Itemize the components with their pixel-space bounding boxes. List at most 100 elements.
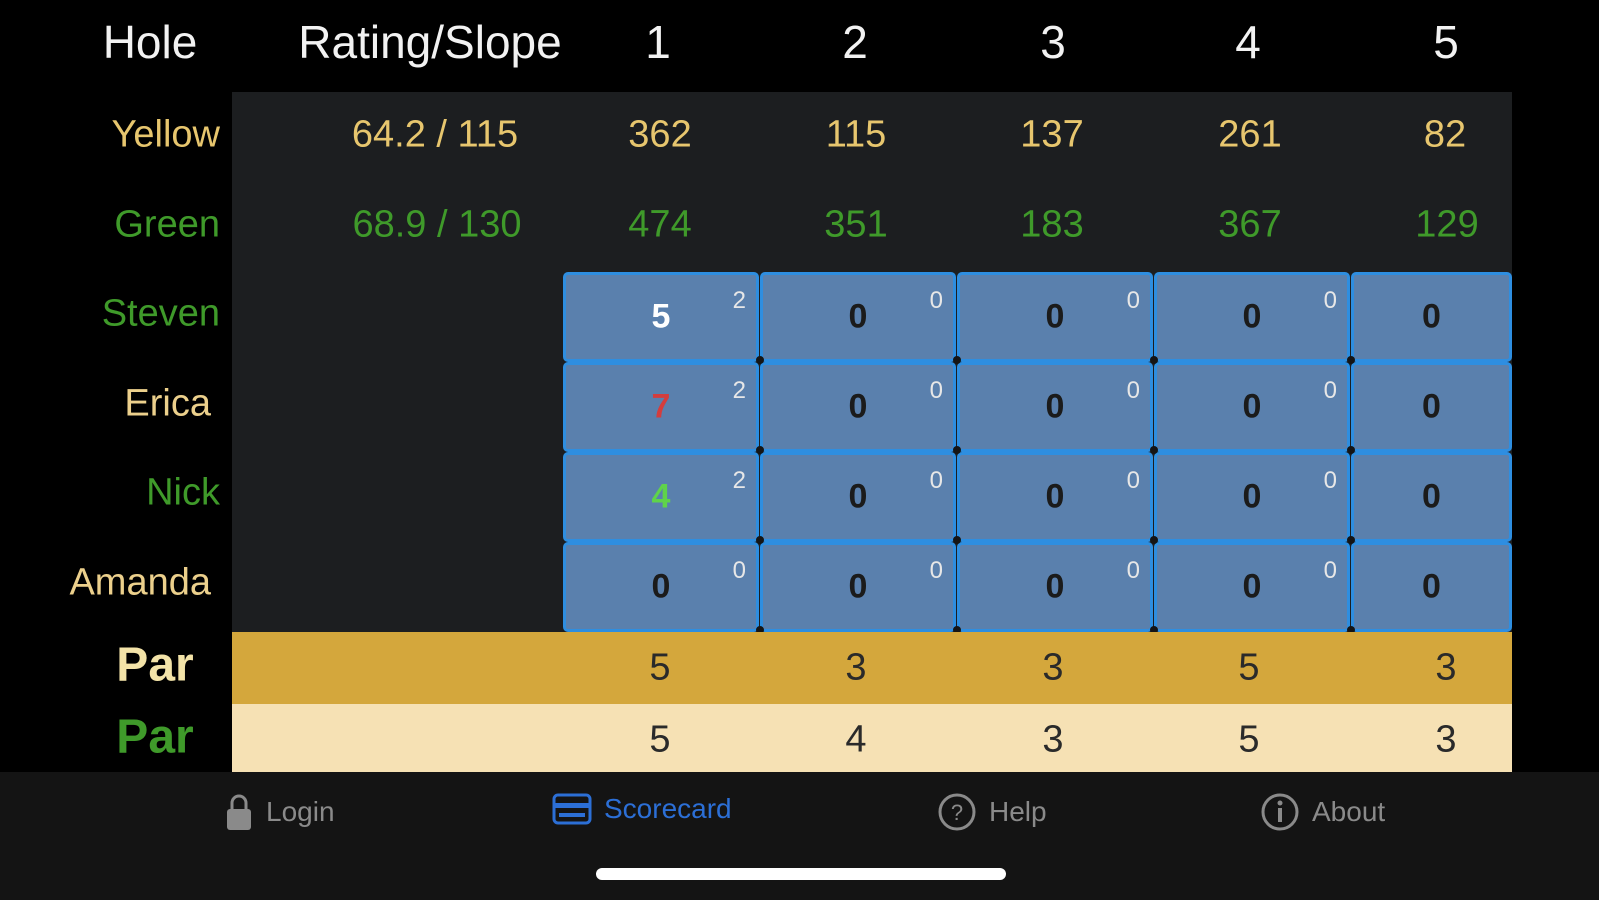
tab-login[interactable]: Login <box>224 792 335 832</box>
score-value: 0 <box>1045 477 1065 516</box>
score-value: 0 <box>1242 297 1262 336</box>
tab-help[interactable]: ? Help <box>937 792 1047 832</box>
strokes-badge: 0 <box>1126 467 1140 494</box>
score-cell[interactable]: 0 <box>1351 272 1512 362</box>
par-value: 3 <box>1435 646 1457 689</box>
tab-label: About <box>1312 796 1386 827</box>
hole-header: Hole <box>102 16 198 68</box>
lock-icon <box>224 792 254 832</box>
score-value: 5 <box>651 297 671 336</box>
help-icon: ? <box>937 792 977 832</box>
grid-joint <box>953 536 961 544</box>
grid-joint <box>953 626 961 634</box>
info-icon <box>1260 792 1300 832</box>
tab-bar: Login Scorecard ? Help About <box>0 772 1599 900</box>
grid-joint <box>953 446 961 454</box>
player-name-erica: Erica <box>124 382 211 425</box>
grid-joint <box>1150 356 1158 364</box>
strokes-badge: 0 <box>1323 287 1337 314</box>
strokes-badge: 2 <box>732 377 746 404</box>
par-label-yellow: Par <box>116 638 194 692</box>
yardage-cell: 137 <box>1020 113 1084 156</box>
grid-joint <box>1150 536 1158 544</box>
par-label-green: Par <box>116 710 194 764</box>
strokes-badge: 0 <box>1126 377 1140 404</box>
yardage-cell: 82 <box>1423 113 1467 156</box>
tee-rating-green: 68.9 / 130 <box>352 203 522 246</box>
scorecard-icon <box>552 792 592 826</box>
home-indicator <box>596 868 1006 880</box>
par-value: 5 <box>649 646 671 689</box>
par-value: 3 <box>1042 718 1064 761</box>
par-value: 5 <box>1238 646 1260 689</box>
score-value: 0 <box>1422 387 1441 426</box>
score-value: 0 <box>848 297 868 336</box>
strokes-badge: 0 <box>1323 557 1337 584</box>
score-value: 0 <box>1045 567 1065 606</box>
strokes-badge: 2 <box>732 287 746 314</box>
svg-text:?: ? <box>951 800 963 825</box>
hole-number-5: 5 <box>1433 16 1459 68</box>
grid-joint <box>1347 356 1355 364</box>
score-value: 0 <box>1422 477 1441 516</box>
grid-joint <box>1150 446 1158 454</box>
yardage-cell: 261 <box>1218 113 1282 156</box>
score-value: 0 <box>848 387 868 426</box>
score-value: 0 <box>651 567 671 606</box>
par-value: 3 <box>1042 646 1064 689</box>
rating-slope-header: Rating/Slope <box>298 16 562 68</box>
score-value: 0 <box>1242 477 1262 516</box>
yardage-cell: 474 <box>628 203 692 246</box>
score-cell[interactable]: 0 <box>1351 362 1512 452</box>
par-row-yellow: 5 3 3 5 3 <box>232 632 1512 704</box>
hole-number-4: 4 <box>1235 16 1261 68</box>
par-value: 3 <box>1435 718 1457 761</box>
score-cell[interactable]: 0 <box>1351 452 1512 542</box>
player-name-nick: Nick <box>146 471 220 514</box>
strokes-badge: 0 <box>929 467 943 494</box>
par-value: 4 <box>845 718 867 761</box>
score-cell[interactable]: 0 <box>1351 542 1512 632</box>
strokes-badge: 0 <box>1323 467 1337 494</box>
tab-label: Help <box>989 796 1047 827</box>
yardage-cell: 115 <box>825 113 887 156</box>
strokes-badge: 0 <box>732 557 746 584</box>
player-name-steven: Steven <box>101 292 220 335</box>
tee-rating-yellow: 64.2 / 115 <box>351 113 519 156</box>
yardage-cell: 183 <box>1020 203 1084 246</box>
score-value: 0 <box>1045 297 1065 336</box>
tab-about[interactable]: About <box>1260 792 1385 832</box>
grid-joint <box>1347 626 1355 634</box>
grid-joint <box>1347 446 1355 454</box>
strokes-badge: 0 <box>1323 377 1337 404</box>
score-value: 4 <box>651 477 671 516</box>
grid-joint <box>1347 536 1355 544</box>
score-value: 0 <box>1045 387 1065 426</box>
hole-number-2: 2 <box>842 16 868 68</box>
hole-number-1: 1 <box>645 16 671 68</box>
grid-joint <box>756 536 764 544</box>
grid-joint <box>756 356 764 364</box>
par-value: 5 <box>1238 718 1260 761</box>
grid-joint <box>756 446 764 454</box>
yardage-cell: 367 <box>1218 203 1282 246</box>
yardage-cell: 351 <box>824 203 888 246</box>
tee-name-green: Green <box>114 203 220 246</box>
tab-scorecard[interactable]: Scorecard <box>552 792 732 826</box>
